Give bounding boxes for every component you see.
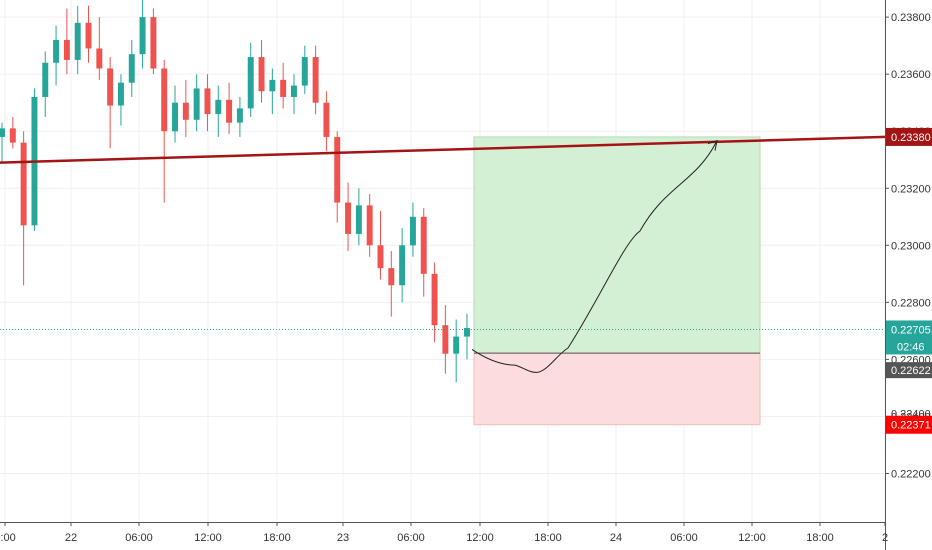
x-tick-label: 18:00 xyxy=(806,532,834,544)
candle-body xyxy=(20,142,27,226)
candle-body xyxy=(420,216,427,274)
y-tick-label: 0.22800 xyxy=(891,297,931,309)
candle-body xyxy=(377,245,384,269)
x-tick-label: 18:00 xyxy=(263,532,291,544)
candle-body xyxy=(9,128,16,143)
drawing-overlays xyxy=(0,135,886,373)
candle-body xyxy=(128,54,135,83)
candle-body xyxy=(280,79,287,97)
candle-body xyxy=(182,102,189,120)
candle-body xyxy=(442,325,449,354)
candle-body xyxy=(388,268,395,286)
y-tick-label: 0.23000 xyxy=(891,240,931,252)
stop-zone xyxy=(473,352,761,426)
candle-body xyxy=(291,85,297,97)
resistance-trendline[interactable] xyxy=(0,135,886,164)
x-tick-label: 18:00 xyxy=(534,532,562,544)
y-tick-label: 0.22200 xyxy=(891,469,931,481)
x-tick-label: 12:00 xyxy=(194,532,222,544)
candle-body xyxy=(172,102,178,132)
resistance-price-tag-bg xyxy=(886,127,932,146)
candle-body xyxy=(464,328,470,337)
candle-body xyxy=(53,39,60,63)
x-tick-label: 2 xyxy=(882,532,888,544)
candle-body xyxy=(334,136,341,203)
candle-body xyxy=(323,102,330,137)
candle-body xyxy=(236,108,243,123)
candle-body xyxy=(63,39,70,60)
candle-body xyxy=(355,205,362,234)
candle-body xyxy=(431,273,438,326)
y-tick-label: 0.23800 xyxy=(891,12,931,24)
target-zone xyxy=(473,136,761,354)
x-tick-label: 12:00 xyxy=(738,532,766,544)
candle-body xyxy=(247,57,254,109)
candle-body xyxy=(409,216,416,246)
candle-body xyxy=(139,17,146,55)
path-arrow-head xyxy=(707,139,718,151)
x-tick-label: 24 xyxy=(610,532,622,544)
x-tick-label: 3:00 xyxy=(0,532,16,544)
candle-body xyxy=(269,79,276,92)
candle-body xyxy=(226,99,233,123)
resistance-price-tag-label: 0.23380 xyxy=(891,132,931,144)
entry-price-tag-label: 0.22622 xyxy=(891,365,931,377)
y-tick-label: 0.23600 xyxy=(891,69,931,81)
current-price-tag-bg xyxy=(886,320,932,355)
stop-price-tag-bg xyxy=(886,415,932,434)
candle-body xyxy=(74,22,81,60)
candle-body xyxy=(193,88,200,120)
candle-body xyxy=(107,68,114,106)
candle-body xyxy=(42,62,49,97)
x-tick-label: 06:00 xyxy=(397,532,425,544)
candle-body xyxy=(161,68,168,132)
candle-body xyxy=(0,128,5,137)
candle-body xyxy=(204,88,211,115)
candle-body xyxy=(258,57,265,92)
countdown-label: 02:46 xyxy=(897,341,925,353)
x-tick-label: 12:00 xyxy=(466,532,494,544)
candle-body xyxy=(301,57,308,86)
candle-body xyxy=(117,82,124,106)
stop-price-tag-label: 0.22371 xyxy=(891,420,931,432)
candle-body xyxy=(85,22,92,49)
candle-body xyxy=(150,17,157,69)
candle-body xyxy=(215,99,222,115)
candles xyxy=(0,0,470,383)
position-zones xyxy=(473,136,761,426)
projected-price-path[interactable] xyxy=(471,142,717,373)
entry-price-tag-bg xyxy=(886,362,932,379)
x-tick-label: 06:00 xyxy=(670,532,698,544)
candle-body xyxy=(366,205,373,246)
x-tick-label: 06:00 xyxy=(125,532,153,544)
y-tick-label: 0.23200 xyxy=(891,183,931,195)
candle-body xyxy=(399,245,406,286)
x-tick-label: 23 xyxy=(337,532,349,544)
current-price-tag-label: 0.22705 xyxy=(891,324,931,336)
candle-body xyxy=(453,336,460,354)
candle-body xyxy=(96,48,103,69)
candle-body xyxy=(312,57,319,103)
x-tick-label: 22 xyxy=(65,532,77,544)
candle-body xyxy=(345,202,352,234)
